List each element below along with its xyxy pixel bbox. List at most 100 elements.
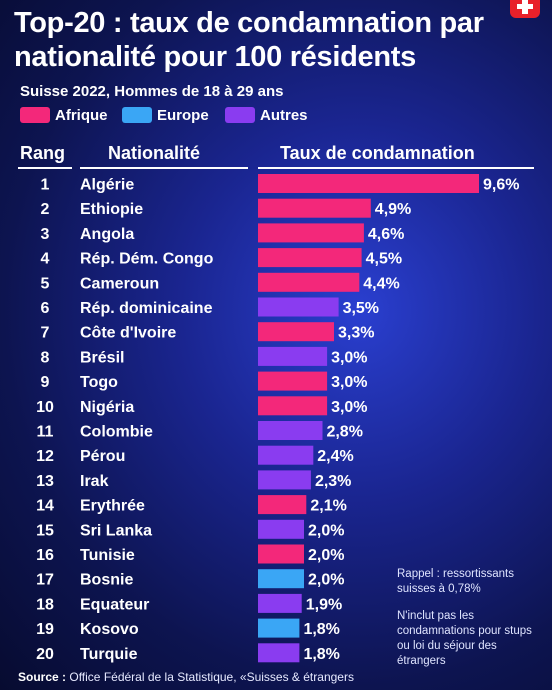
rank-label-nigeria: 10 bbox=[36, 399, 54, 416]
column-header-nationality: Nationalité bbox=[108, 143, 201, 163]
value-label-equateur: 1,9% bbox=[306, 596, 342, 613]
bar-bresil bbox=[258, 346, 328, 366]
note-reminder: Rappel : ressortissants suisses à 0,78% bbox=[397, 568, 514, 595]
rank-label-bosnie: 17 bbox=[36, 572, 54, 589]
value-label-perou: 2,4% bbox=[317, 448, 353, 465]
note-exclusion: N'inclut pas les condamnations pour stup… bbox=[397, 610, 532, 667]
nationality-label-tunisie: Tunisie bbox=[80, 547, 135, 564]
nationality-label-algerie: Algérie bbox=[80, 177, 134, 194]
bar-rep-dominicaine bbox=[258, 297, 339, 317]
legend-item-europe: Europe bbox=[122, 106, 209, 128]
legend-swatch-europe bbox=[122, 107, 152, 123]
column-underline-nationality bbox=[80, 167, 248, 169]
value-label-tunisie: 2,0% bbox=[308, 547, 344, 564]
source-label: Source : bbox=[18, 670, 67, 684]
rank-label-cameroun: 5 bbox=[41, 275, 50, 292]
value-label-colombie: 2,8% bbox=[326, 424, 362, 441]
rank-label-rep-dem-congo: 4 bbox=[41, 251, 50, 268]
nationality-label-colombie: Colombie bbox=[80, 424, 153, 441]
rank-label-colombie: 11 bbox=[37, 424, 54, 441]
rank-label-turquie: 20 bbox=[36, 646, 54, 663]
column-header-rate: Taux de condamnation bbox=[280, 143, 475, 163]
value-label-togo: 3,0% bbox=[331, 374, 367, 391]
bar-cote-d-ivoire bbox=[258, 322, 334, 342]
value-label-angola: 4,6% bbox=[368, 226, 404, 243]
value-label-kosovo: 1,8% bbox=[303, 621, 339, 638]
nationality-label-bosnie: Bosnie bbox=[80, 572, 133, 589]
bar-sri-lanka bbox=[258, 519, 304, 539]
nationality-label-kosovo: Kosovo bbox=[80, 621, 139, 638]
value-label-rep-dem-congo: 4,5% bbox=[366, 251, 402, 268]
rank-label-algerie: 1 bbox=[41, 177, 50, 194]
rank-label-perou: 12 bbox=[36, 448, 54, 465]
chart-title: Top-20 : taux de condamnation par nation… bbox=[14, 7, 484, 73]
bar-bosnie bbox=[258, 569, 304, 589]
column-underline-rate bbox=[258, 167, 534, 169]
rank-label-sri-lanka: 15 bbox=[36, 522, 54, 539]
bar-togo bbox=[258, 371, 328, 391]
swiss-flag-icon bbox=[510, 0, 540, 18]
rank-label-togo: 9 bbox=[41, 374, 50, 391]
value-label-bresil: 3,0% bbox=[331, 349, 367, 366]
rank-label-cote-d-ivoire: 7 bbox=[41, 325, 50, 342]
legend-label-europe: Europe bbox=[157, 107, 209, 124]
value-label-nigeria: 3,0% bbox=[331, 399, 367, 416]
bar-perou bbox=[258, 445, 314, 465]
legend-label-autres: Autres bbox=[260, 107, 308, 124]
source-text: Office Fédéral de la Statistique, «Suiss… bbox=[69, 670, 354, 684]
nationality-label-ethiopie: Ethiopie bbox=[80, 201, 143, 218]
bar-turquie bbox=[258, 643, 300, 663]
rank-label-ethiopie: 2 bbox=[41, 201, 50, 218]
bar-algerie bbox=[258, 174, 479, 193]
rank-label-angola: 3 bbox=[41, 226, 50, 243]
rank-label-rep-dominicaine: 6 bbox=[41, 300, 50, 317]
nationality-label-nigeria: Nigéria bbox=[80, 399, 134, 416]
bar-angola bbox=[258, 223, 364, 243]
nationality-label-bresil: Brésil bbox=[80, 349, 124, 366]
bar-irak bbox=[258, 470, 311, 490]
source-line: Source : Office Fédéral de la Statistiqu… bbox=[18, 670, 354, 684]
value-label-irak: 2,3% bbox=[315, 473, 351, 490]
legend-label-afrique: Afrique bbox=[55, 107, 108, 124]
nationality-label-erythree: Erythrée bbox=[80, 498, 145, 515]
legend-swatch-autres bbox=[225, 107, 255, 123]
nationality-label-irak: Irak bbox=[80, 473, 109, 490]
bar-nigeria bbox=[258, 396, 328, 416]
bar-equateur bbox=[258, 593, 302, 613]
bar-cameroun bbox=[258, 272, 360, 292]
nationality-label-angola: Angola bbox=[80, 226, 134, 243]
nationality-label-rep-dem-congo: Rép. Dém. Congo bbox=[80, 251, 214, 268]
nationality-label-perou: Pérou bbox=[80, 448, 125, 465]
value-label-cote-d-ivoire: 3,3% bbox=[338, 325, 374, 342]
chart-subtitle: Suisse 2022, Hommes de 18 à 29 ans bbox=[20, 83, 284, 100]
value-label-sri-lanka: 2,0% bbox=[308, 522, 344, 539]
bar-rep-dem-congo bbox=[258, 248, 362, 268]
value-label-algerie: 9,6% bbox=[483, 177, 519, 194]
notes: Rappel : ressortissants suisses à 0,78% … bbox=[397, 567, 547, 681]
value-label-rep-dominicaine: 3,5% bbox=[343, 300, 379, 317]
bar-colombie bbox=[258, 421, 323, 440]
rank-label-kosovo: 19 bbox=[36, 621, 54, 638]
legend-swatch-afrique bbox=[20, 107, 50, 123]
nationality-label-cote-d-ivoire: Côte d'Ivoire bbox=[80, 325, 176, 342]
value-label-bosnie: 2,0% bbox=[308, 572, 344, 589]
bar-ethiopie bbox=[258, 198, 371, 218]
rank-label-equateur: 18 bbox=[36, 596, 54, 613]
rank-label-irak: 13 bbox=[36, 473, 54, 490]
nationality-label-cameroun: Cameroun bbox=[80, 275, 159, 292]
value-label-turquie: 1,8% bbox=[303, 646, 339, 663]
bar-tunisie bbox=[258, 544, 304, 564]
value-label-ethiopie: 4,9% bbox=[375, 201, 411, 218]
column-underline-rank bbox=[18, 167, 72, 169]
rank-label-bresil: 8 bbox=[41, 349, 50, 366]
nationality-label-equateur: Equateur bbox=[80, 596, 149, 613]
value-label-erythree: 2,1% bbox=[310, 498, 346, 515]
legend-item-afrique: Afrique bbox=[20, 106, 108, 128]
bar-kosovo bbox=[258, 618, 300, 638]
nationality-label-rep-dominicaine: Rép. dominicaine bbox=[80, 300, 213, 317]
value-label-cameroun: 4,4% bbox=[363, 275, 399, 292]
legend-item-autres: Autres bbox=[225, 106, 308, 128]
nationality-label-turquie: Turquie bbox=[80, 646, 138, 663]
bar-erythree bbox=[258, 495, 307, 515]
